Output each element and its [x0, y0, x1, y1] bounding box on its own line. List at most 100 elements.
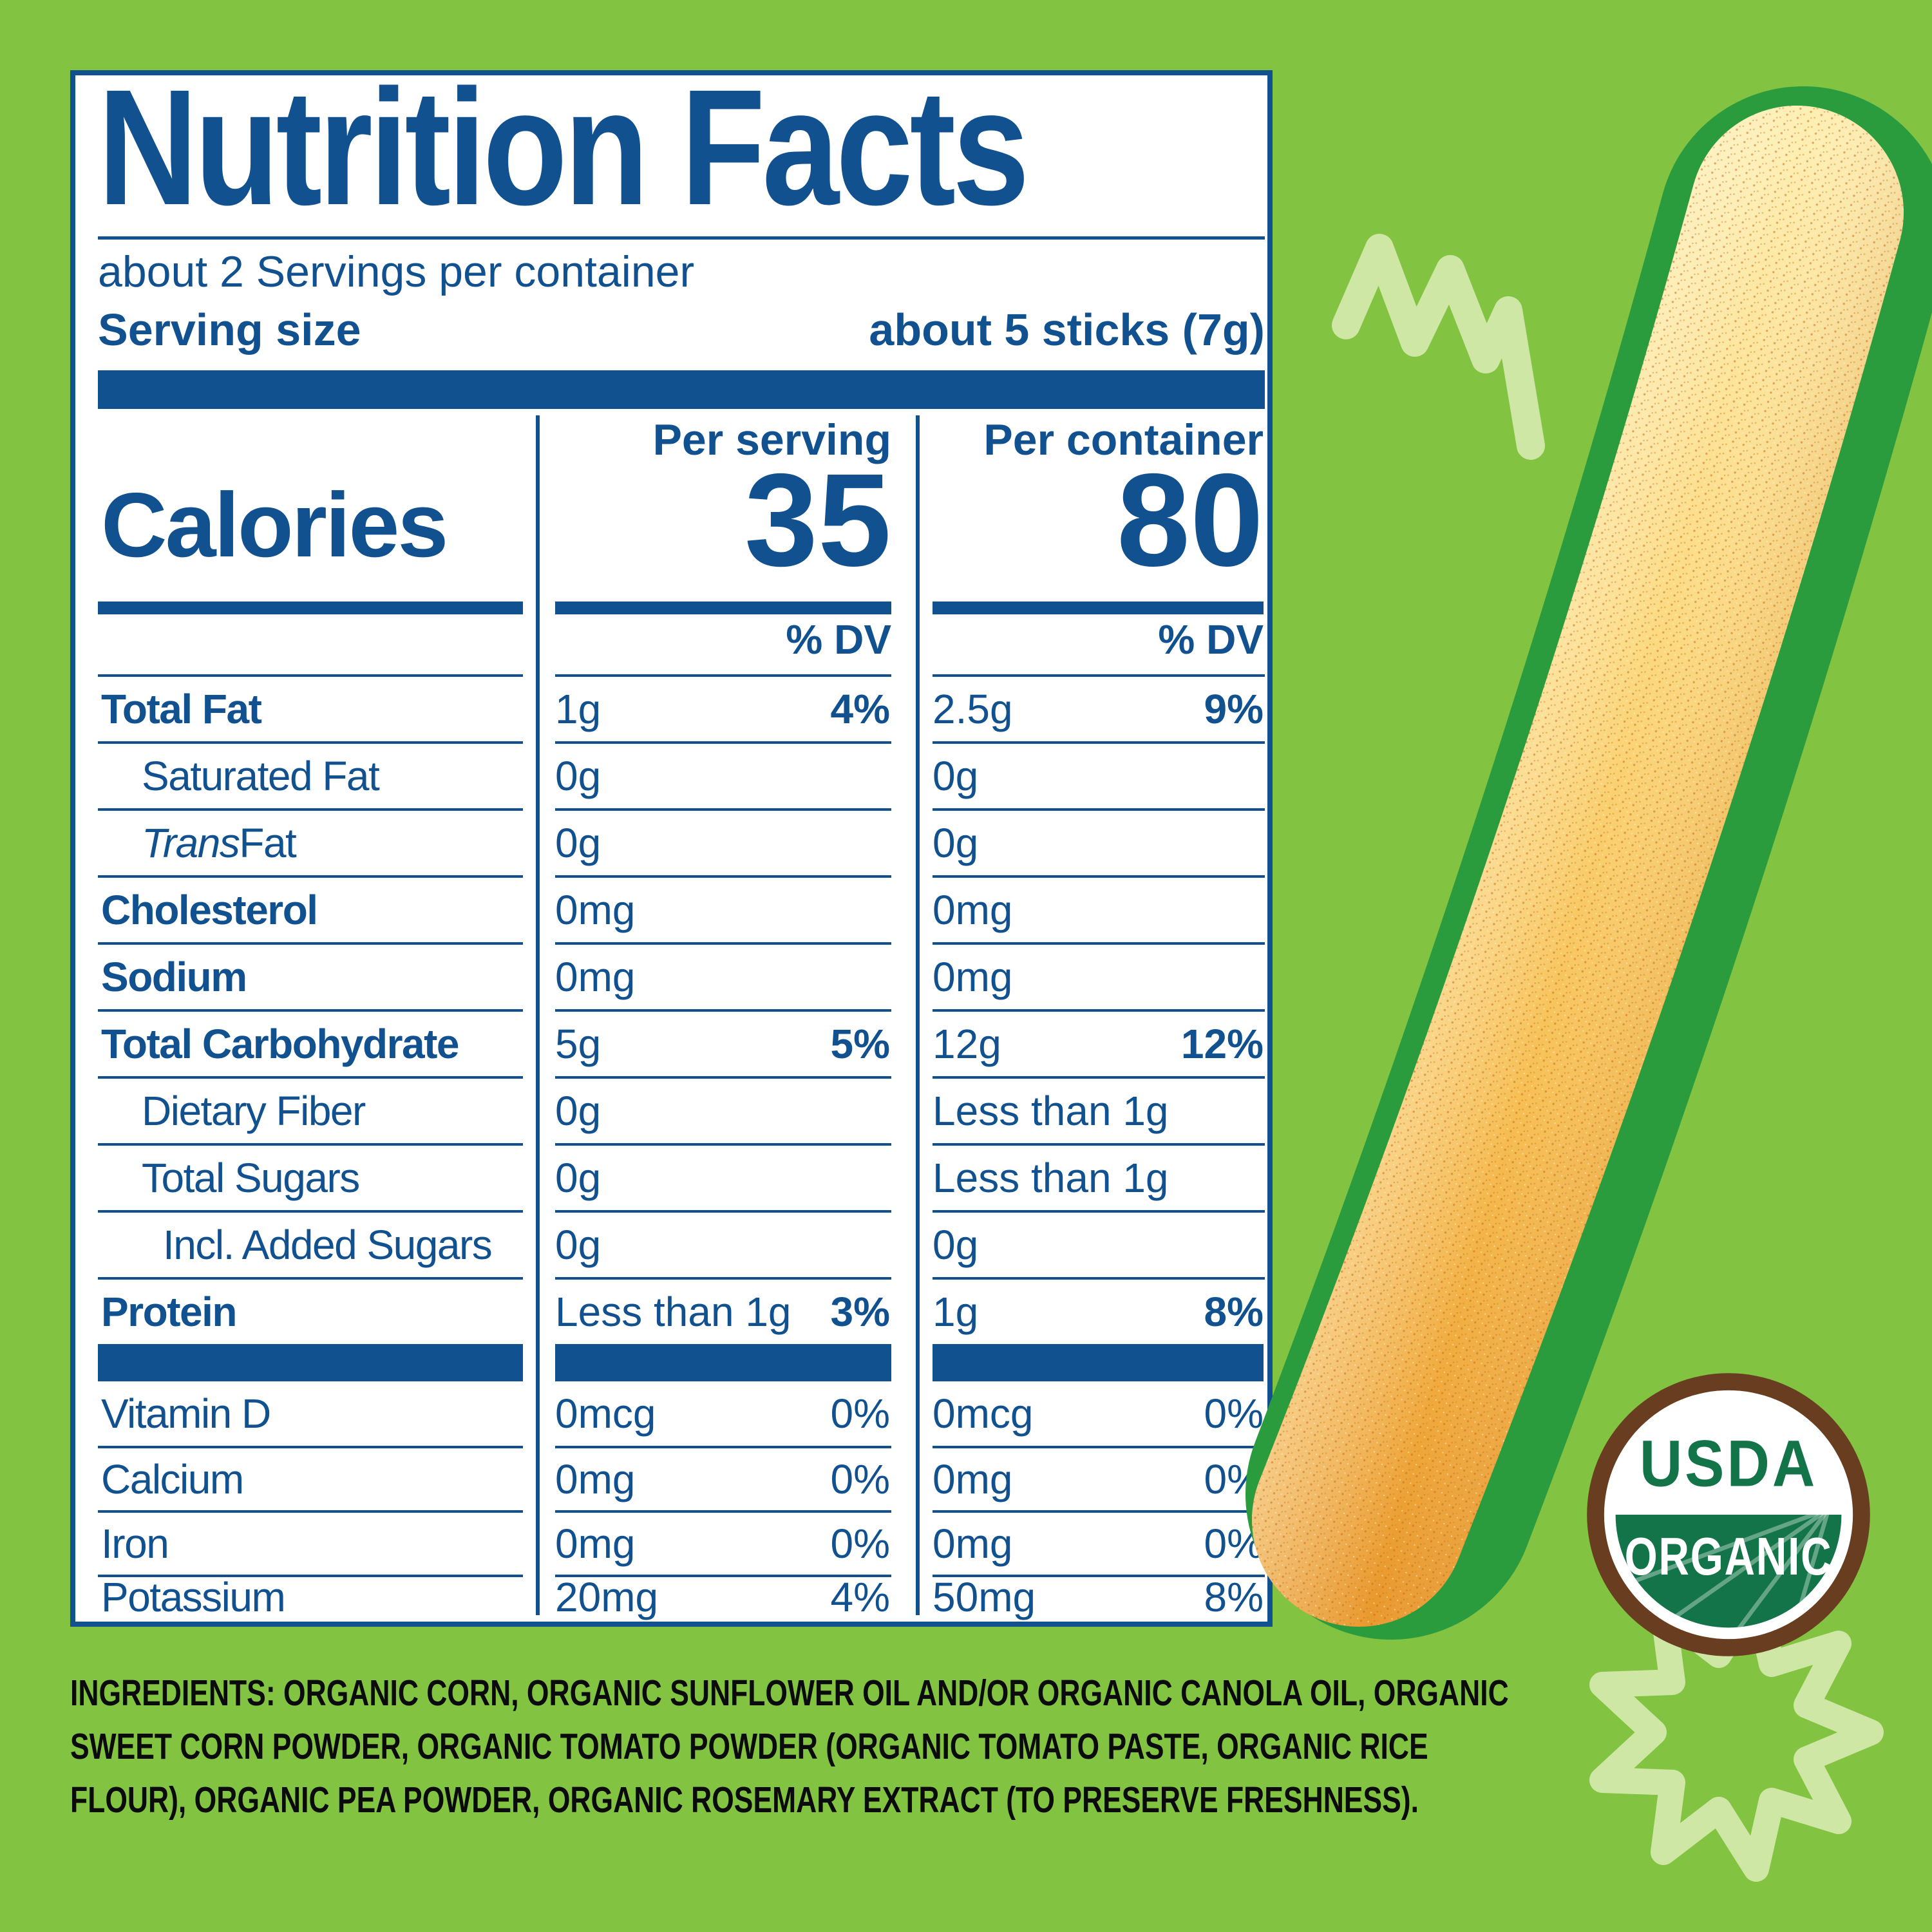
serving-dv: 4%: [830, 686, 891, 732]
container-amount: Less than 1g: [933, 1155, 1169, 1201]
container-dv: 0%: [1204, 1520, 1264, 1567]
nutrient-name: Vitamin D: [101, 1390, 271, 1437]
container-amount: 0g: [933, 753, 979, 799]
nutrient-name: Trans: [142, 820, 240, 866]
per-serving-header: Per serving: [652, 415, 891, 464]
dv-header-container: % DV: [1158, 616, 1264, 663]
ingredients-statement: INGREDIENTS: ORGANIC CORN, ORGANIC SUNFL…: [70, 1667, 1509, 1827]
nutrient-row-saturated-fat: Saturated Fat 0g 0g: [98, 741, 1265, 808]
calories-underbar: [933, 601, 1264, 614]
mineral-row-vitamin-d: Vitamin D 0mcg 0% 0mcg 0%: [98, 1381, 1265, 1446]
nutrient-row-total-sugars: Total Sugars 0g Less than 1g: [98, 1143, 1265, 1210]
serving-dv: 0%: [830, 1456, 891, 1502]
serving-amount: 5g: [555, 1021, 601, 1067]
serving-amount: 0mcg: [555, 1390, 656, 1437]
container-dv: 9%: [1204, 686, 1264, 732]
serving-amount: 0g: [555, 1222, 601, 1268]
calories-underbar: [555, 601, 891, 614]
nutrient-name: Potassium: [101, 1573, 286, 1620]
nutrient-row-dietary-fiber: Dietary Fiber 0g Less than 1g: [98, 1076, 1265, 1143]
container-amount: 0g: [933, 1222, 979, 1268]
calories-per-container: 80: [1116, 446, 1264, 594]
serving-size-label: Serving size: [98, 305, 361, 355]
container-amount: 0mg: [933, 887, 1013, 933]
ingredients-line: FLOUR), ORGANIC PEA POWDER, ORGANIC ROSE…: [70, 1779, 1419, 1821]
container-dv: 8%: [1204, 1289, 1264, 1335]
nutrient-name: Protein: [101, 1289, 237, 1335]
serving-dv: 3%: [830, 1289, 891, 1335]
container-amount: 12g: [933, 1021, 1001, 1067]
calories-underbar: [98, 601, 523, 614]
nutrient-row-sodium: Sodium 0mg 0mg: [98, 942, 1265, 1009]
serving-amount: 0mg: [555, 1520, 636, 1567]
serving-dv: 0%: [830, 1520, 891, 1567]
nutrient-row-total-carbohydrate: Total Carbohydrate 5g 5% 12g 12%: [98, 1009, 1265, 1076]
container-dv: 12%: [1180, 1021, 1264, 1067]
nutrient-row-protein: Protein Less than 1g 3% 1g 8%: [98, 1277, 1265, 1344]
serving-dv: 4%: [830, 1573, 891, 1620]
container-amount: 50mg: [933, 1573, 1036, 1620]
thick-separator-bar: [98, 1344, 523, 1381]
ingredients-lead: INGREDIENTS:: [70, 1672, 276, 1714]
seal-green-field: [1615, 1515, 1842, 1628]
serving-amount: 1g: [555, 686, 601, 732]
nutrient-name: Cholesterol: [101, 887, 318, 933]
thick-separator-bar: [933, 1344, 1264, 1381]
container-amount: 1g: [933, 1289, 979, 1335]
nutrient-name: Sodium: [101, 954, 247, 1000]
serving-amount: 0mg: [555, 954, 636, 1000]
container-amount: 0mg: [933, 954, 1013, 1000]
nutrition-facts-panel: Nutrition Facts about 2 Servings per con…: [70, 57, 1273, 1627]
nutrient-name: Incl. Added Sugars: [163, 1222, 493, 1268]
nutrient-name: Total Fat: [101, 686, 262, 732]
mineral-row-iron: Iron 0mg 0% 0mg 0%: [98, 1510, 1265, 1575]
nutrient-name: Total Sugars: [142, 1155, 360, 1201]
column-divider-2: [916, 415, 920, 1615]
nutrient-name: Calcium: [101, 1456, 244, 1502]
container-amount: Less than 1g: [933, 1088, 1169, 1134]
thick-separator-bar: [555, 1344, 891, 1381]
title-rule: [98, 236, 1265, 240]
seal-organic-text: ORGANIC: [1625, 1527, 1833, 1586]
nutrient-row-total-fat: Total Fat 1g 4% 2.5g 9%: [98, 674, 1265, 741]
serving-dv: 5%: [830, 1021, 891, 1067]
thick-separator-bar: [98, 370, 1265, 409]
container-amount: 0mg: [933, 1520, 1013, 1567]
mineral-row-potassium: Potassium 20mg 4% 50mg 8%: [98, 1574, 1265, 1620]
nutrient-name: Iron: [101, 1520, 169, 1567]
serving-amount: Less than 1g: [555, 1289, 791, 1335]
calories-label: Calories: [101, 474, 448, 576]
container-dv: 0%: [1204, 1456, 1264, 1502]
ingredients-line: INGREDIENTS: ORGANIC CORN, ORGANIC SUNFL…: [70, 1672, 1509, 1714]
nutrient-name: Saturated Fat: [142, 753, 380, 799]
serving-amount: 0g: [555, 753, 601, 799]
calories-per-serving: 35: [744, 446, 891, 594]
mineral-row-calcium: Calcium 0mg 0% 0mg 0%: [98, 1446, 1265, 1510]
servings-per-container: about 2 Servings per container: [98, 247, 695, 296]
container-dv: 0%: [1204, 1390, 1264, 1437]
seal-usda-text: USDA: [1640, 1426, 1817, 1501]
nutrient-row-added-sugars: Incl. Added Sugars 0g 0g: [98, 1210, 1265, 1277]
serving-dv: 0%: [830, 1390, 891, 1437]
green-brush-stroke: [1245, 86, 1932, 1640]
usda-organic-seal: USDA ORGANIC: [1587, 1373, 1870, 1656]
container-dv: 8%: [1204, 1573, 1264, 1620]
nutrient-row-trans-fat: Trans Fat 0g 0g: [98, 808, 1265, 875]
per-container-header: Per container: [983, 415, 1264, 464]
column-divider-1: [536, 415, 540, 1615]
container-amount: 0mcg: [933, 1390, 1034, 1437]
container-amount: 2.5g: [933, 686, 1013, 732]
serving-size-row: Serving size about 5 sticks (7g): [98, 302, 1265, 357]
ingredients-line: SWEET CORN POWDER, ORGANIC TOMATO POWDER…: [70, 1726, 1428, 1767]
panel-title: Nutrition Facts: [98, 55, 1030, 240]
serving-amount: 0mg: [555, 887, 636, 933]
nutrient-name: Dietary Fiber: [142, 1088, 366, 1134]
dv-header-serving: % DV: [786, 616, 891, 663]
cheese-stick: [1252, 106, 1904, 1627]
serving-amount: 0g: [555, 1088, 601, 1134]
nutrient-row-cholesterol: Cholesterol 0mg 0mg: [98, 875, 1265, 942]
nutrient-name: Total Carbohydrate: [101, 1021, 460, 1067]
container-amount: 0g: [933, 820, 979, 866]
serving-amount: 20mg: [555, 1573, 659, 1620]
